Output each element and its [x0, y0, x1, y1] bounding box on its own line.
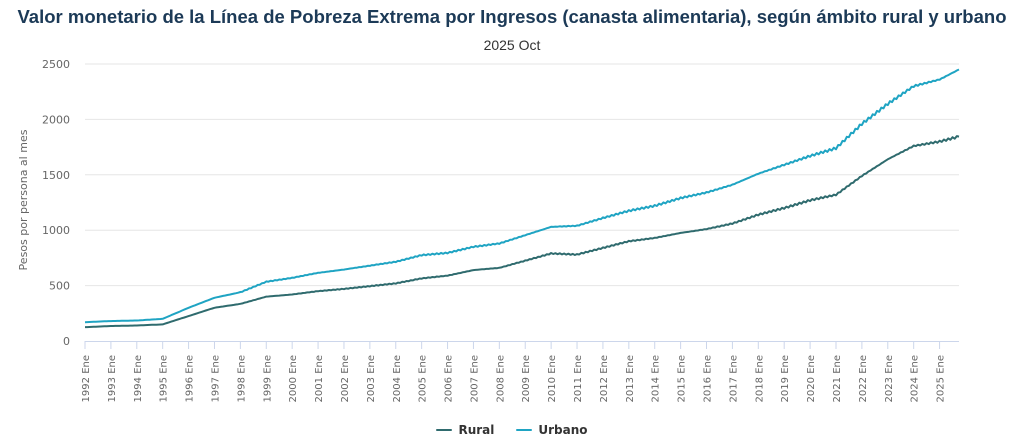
x-tick-label: 2007 Ene	[469, 355, 480, 402]
x-tick-label: 2001 Ene	[314, 355, 325, 402]
x-tick-label: 1995 Ene	[159, 355, 170, 402]
x-tick-label: 2002 Ene	[340, 355, 351, 402]
x-tick-label: 1996 Ene	[185, 355, 196, 402]
x-axis: 1992 Ene 1993 Ene 1994 Ene 1995 Ene 1996 Ene…	[81, 341, 959, 402]
legend-label-rural: Rural	[458, 423, 495, 437]
x-tick-label: 2025 Ene	[936, 355, 947, 402]
y-tick-label: 0	[63, 335, 70, 348]
chart-title: Valor monetario de la Línea de Pobreza E…	[17, 6, 1007, 27]
x-tick-label: 2018 Ene	[754, 355, 765, 402]
x-tick-label: 2009 Ene	[521, 355, 532, 402]
x-tick-label: 1997 Ene	[210, 355, 221, 402]
x-tick-label: 2015 Ene	[677, 355, 688, 402]
x-tick-label: 2008 Ene	[495, 355, 506, 402]
chart-subtitle: 2025 Oct	[483, 37, 541, 53]
x-tick-label: 1993 Ene	[107, 355, 118, 402]
x-tick-label: 2020 Ene	[806, 355, 817, 402]
x-tick-label: 1999 Ene	[262, 355, 273, 402]
x-tick-label: 2014 Ene	[651, 355, 662, 402]
y-axis-ticks: 0 500 1000 1500 2000 2500	[42, 58, 70, 348]
x-tick-label: 1994 Ene	[133, 355, 144, 402]
x-tick-label: 2019 Ene	[780, 355, 791, 402]
x-tick-label: 2003 Ene	[366, 355, 377, 402]
series-line-urbano[interactable]	[84, 68, 960, 324]
x-tick-label: 2017 Ene	[728, 355, 739, 402]
y-tick-label: 1000	[42, 224, 70, 237]
x-tick-label: 1992 Ene	[81, 355, 92, 402]
legend-swatch-rural	[436, 429, 453, 431]
x-tick-label: 2000 Ene	[288, 355, 299, 402]
y-tick-label: 2000	[42, 113, 70, 126]
y-tick-label: 2500	[42, 58, 70, 71]
x-tick-label: 2024 Ene	[910, 355, 921, 402]
x-tick-label: 2011 Ene	[573, 355, 584, 402]
series-lines	[84, 68, 960, 329]
y-axis-label: Pesos por persona al mes	[17, 129, 30, 270]
x-tick-label: 2006 Ene	[444, 355, 455, 402]
x-tick-label: 2022 Ene	[858, 355, 869, 402]
x-tick-label: 2012 Ene	[599, 355, 610, 402]
legend-swatch-urbano	[516, 429, 533, 431]
x-tick-label: 2021 Ene	[832, 355, 843, 402]
x-tick-label: 2016 Ene	[703, 355, 714, 402]
x-tick-label: 2013 Ene	[625, 355, 636, 402]
legend-item-urbano[interactable]: Urbano	[516, 423, 588, 437]
x-tick-label: 2004 Ene	[392, 355, 403, 402]
x-tick-label: 2010 Ene	[547, 355, 558, 402]
legend-item-rural[interactable]: Rural	[436, 423, 494, 437]
y-tick-label: 500	[49, 280, 70, 293]
legend-label-urbano: Urbano	[538, 423, 588, 437]
series-line-rural[interactable]	[85, 135, 960, 329]
y-tick-label: 1500	[42, 169, 70, 182]
x-tick-label: 2023 Ene	[884, 355, 895, 402]
legend: Rural Urbano	[0, 423, 1024, 437]
x-tick-label: 1998 Ene	[236, 355, 247, 402]
x-tick-label: 2005 Ene	[418, 355, 429, 402]
gridlines	[85, 63, 959, 287]
